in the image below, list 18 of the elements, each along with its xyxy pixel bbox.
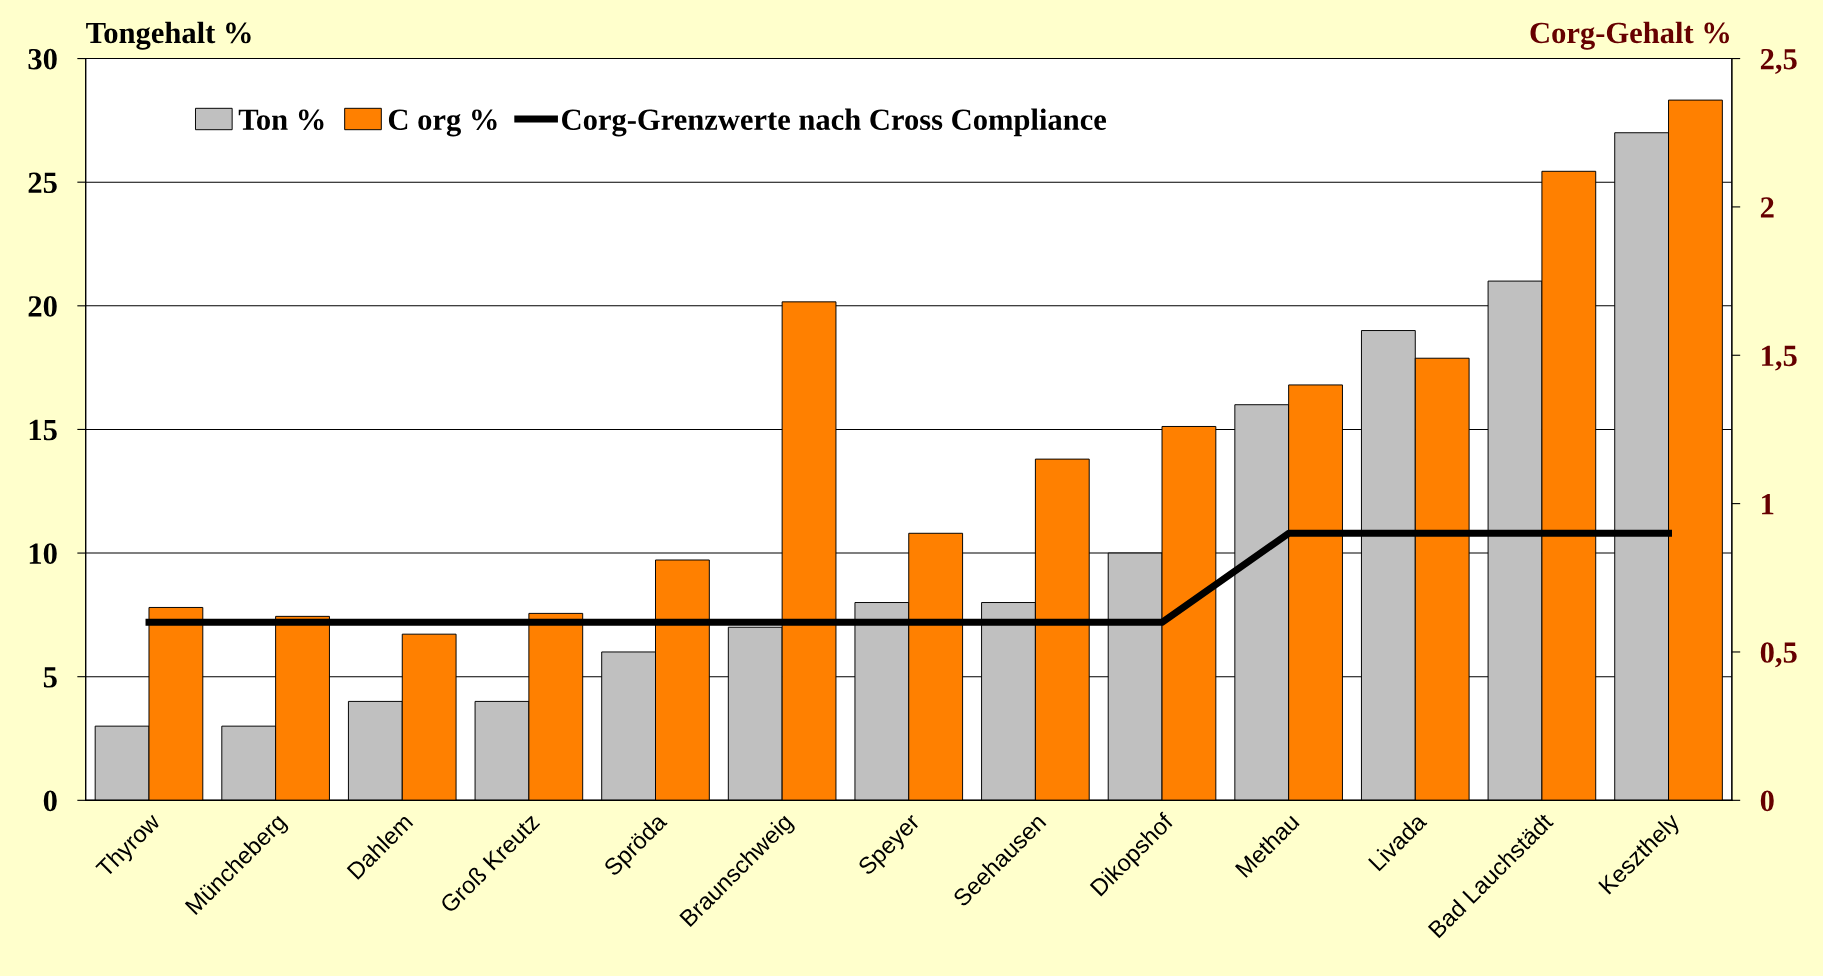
y-tick-label: 25: [28, 172, 57, 194]
y2-axis-title: Corg-Gehalt %: [1530, 21, 1729, 50]
y2-tick-label: 0: [1760, 790, 1774, 812]
y-tick-label: 30: [28, 48, 57, 70]
y-tick-label: 20: [28, 296, 57, 317]
y2-tick-label: 1,5: [1762, 345, 1797, 371]
legend-label: C org %: [388, 109, 497, 137]
y2-tick-label: 2,5: [1760, 48, 1797, 74]
legend-label: Ton %: [238, 109, 324, 131]
y-tick-label: 10: [29, 543, 57, 564]
y2-tick-label: 0,5: [1760, 642, 1797, 668]
y2-tick-label: 2: [1760, 197, 1774, 218]
y-tick-label: 5: [43, 667, 57, 688]
legend-label: Corg-Grenzwerte nach Cross Compliance: [562, 108, 1107, 137]
y-tick-label: 0: [43, 790, 57, 812]
y-axis-title: Tongehalt %: [86, 21, 251, 50]
y2-tick-label: 1: [1762, 494, 1774, 515]
y-tick-label: 15: [29, 419, 57, 441]
